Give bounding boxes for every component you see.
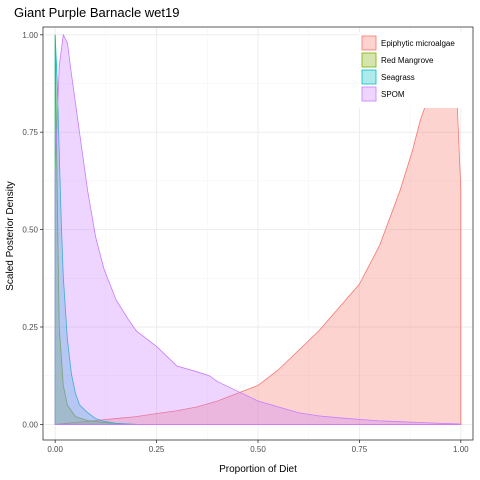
x-tick-label: 0.50 [250,445,266,454]
density-area-seagrass [54,34,137,425]
legend-label-epiphytic-microalgae: Epiphytic microalgae [381,39,455,48]
y-tick-label: 0.00 [22,420,38,429]
x-tick-label: 1.00 [453,445,469,454]
chart-title: Giant Purple Barnacle wet19 [14,5,179,20]
legend-background [359,32,471,108]
y-tick-label: 1.00 [22,31,38,40]
legend-label-seagrass: Seagrass [381,73,415,82]
legend-label-red-mangrove: Red Mangrove [381,56,434,65]
legend-key-epiphytic-microalgae [361,35,377,51]
density-area-spom [54,33,462,425]
y-tick-label: 0.25 [22,323,38,332]
legend-key-seagrass [361,69,377,85]
legend: Epiphytic microalgae Red Mangrove Seagrass… [359,32,471,108]
x-axis: 0.00 0.25 0.50 0.75 1.00 [47,440,469,454]
legend-key-spom [361,86,377,102]
y-tick-label: 0.75 [22,128,38,137]
x-axis-title: Proportion of Diet [219,464,297,475]
legend-key-red-mangrove [361,52,377,68]
y-axis: 0.00 0.25 0.50 0.75 1.00 [22,31,43,429]
y-tick-label: 0.50 [22,226,38,235]
x-tick-label: 0.25 [149,445,165,454]
x-tick-label: 0.75 [352,445,368,454]
y-axis-title: Scaled Posterior Density [5,181,16,291]
legend-label-spom: SPOM [381,90,405,99]
x-tick-label: 0.00 [47,445,63,454]
